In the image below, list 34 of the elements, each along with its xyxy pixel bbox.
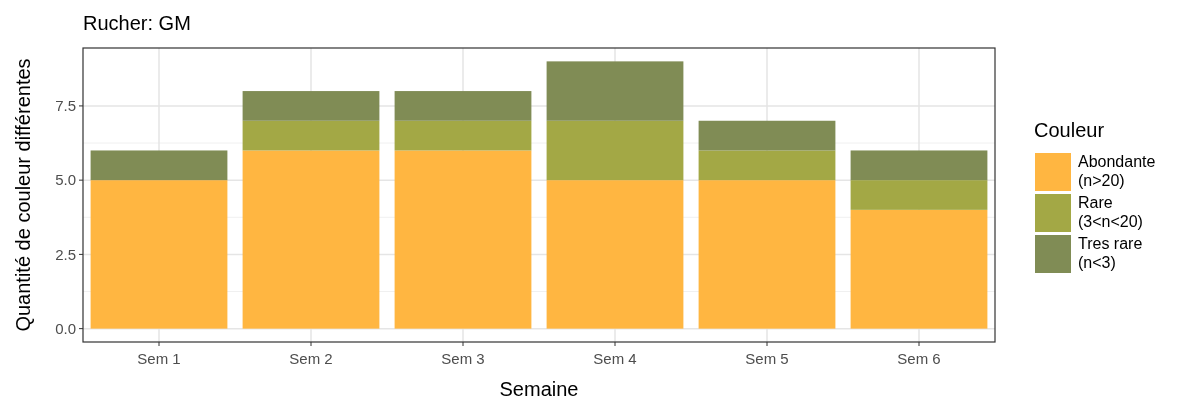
bar (850, 209, 988, 329)
legend-title: Couleur (1034, 119, 1105, 141)
bar (90, 180, 228, 329)
x-tick-label: Sem 2 (289, 350, 333, 367)
bar (850, 150, 988, 181)
legend-label: Tres rare (n<3) (1078, 235, 1143, 271)
bar (546, 61, 684, 121)
bar (546, 180, 684, 329)
bar (242, 91, 380, 121)
x-tick-label: Sem 6 (897, 350, 941, 367)
bar (90, 150, 228, 181)
bar (242, 120, 380, 151)
bar (698, 120, 836, 151)
y-axis-title: Quantité de couleur différentes (12, 58, 34, 332)
legend-label: Rare (3<n<20) (1078, 194, 1143, 230)
bar (698, 150, 836, 181)
bar (546, 120, 684, 181)
bar (242, 150, 380, 329)
y-tick-label: 2.5 (55, 245, 76, 263)
x-tick-label: Sem 4 (593, 350, 637, 367)
bar (394, 120, 532, 151)
bar (698, 180, 836, 329)
chart-title: Rucher: GM (83, 12, 191, 34)
x-tick-label: Sem 3 (441, 350, 485, 367)
x-tick-label: Sem 1 (137, 350, 181, 367)
y-tick-label: 7.5 (55, 97, 76, 115)
x-axis-title: Semaine (499, 378, 579, 400)
y-tick-label: 5.0 (55, 171, 76, 189)
bar (850, 180, 988, 210)
bar (394, 91, 532, 121)
legend-label: Abondante (n>20) (1078, 153, 1156, 189)
bar (394, 150, 532, 329)
x-tick-label: Sem 5 (745, 350, 789, 367)
y-tick-label: 0.0 (55, 319, 76, 337)
